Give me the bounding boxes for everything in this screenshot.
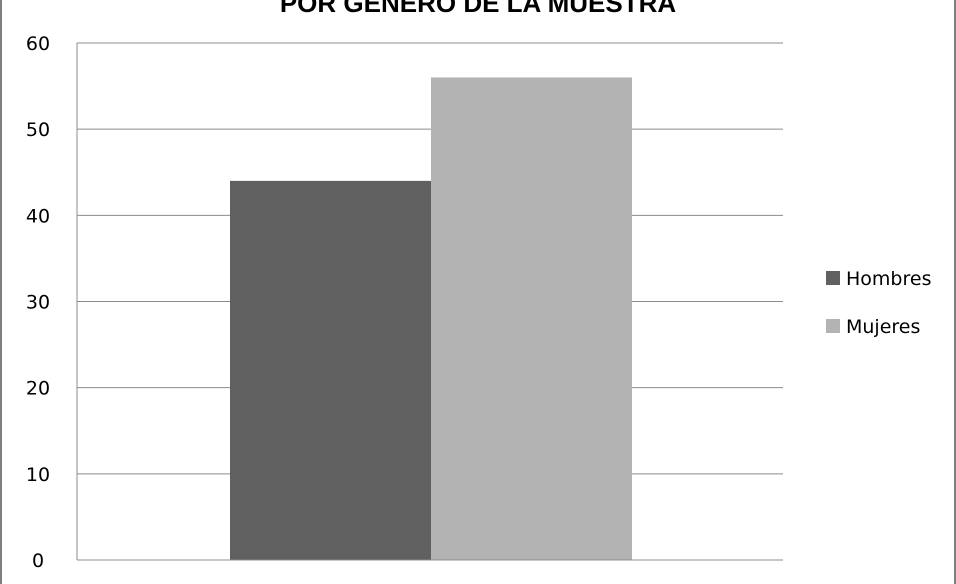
y-tick-label: 20 [26,378,50,400]
y-tick-label: 0 [32,550,44,572]
y-tick-label: 10 [26,464,50,486]
legend-swatch-mujeres [826,319,840,333]
legend-label-mujeres: Mujeres [846,316,920,338]
chart-title: POR GÉNERO DE LA MUESTRA [279,0,677,18]
y-tick-label: 60 [26,33,50,55]
axes [76,43,783,561]
legend: Hombres Mujeres [826,268,931,338]
legend-swatch-hombres [826,271,840,285]
y-axis-ticks: 0 10 20 30 40 50 60 [26,33,50,572]
bar-hombres [230,180,431,560]
bars [230,77,632,560]
y-tick-label: 30 [26,292,50,314]
y-tick-label: 50 [26,119,50,141]
bar-mujeres [431,77,632,560]
y-tick-label: 40 [26,205,50,227]
legend-label-hombres: Hombres [846,268,931,290]
